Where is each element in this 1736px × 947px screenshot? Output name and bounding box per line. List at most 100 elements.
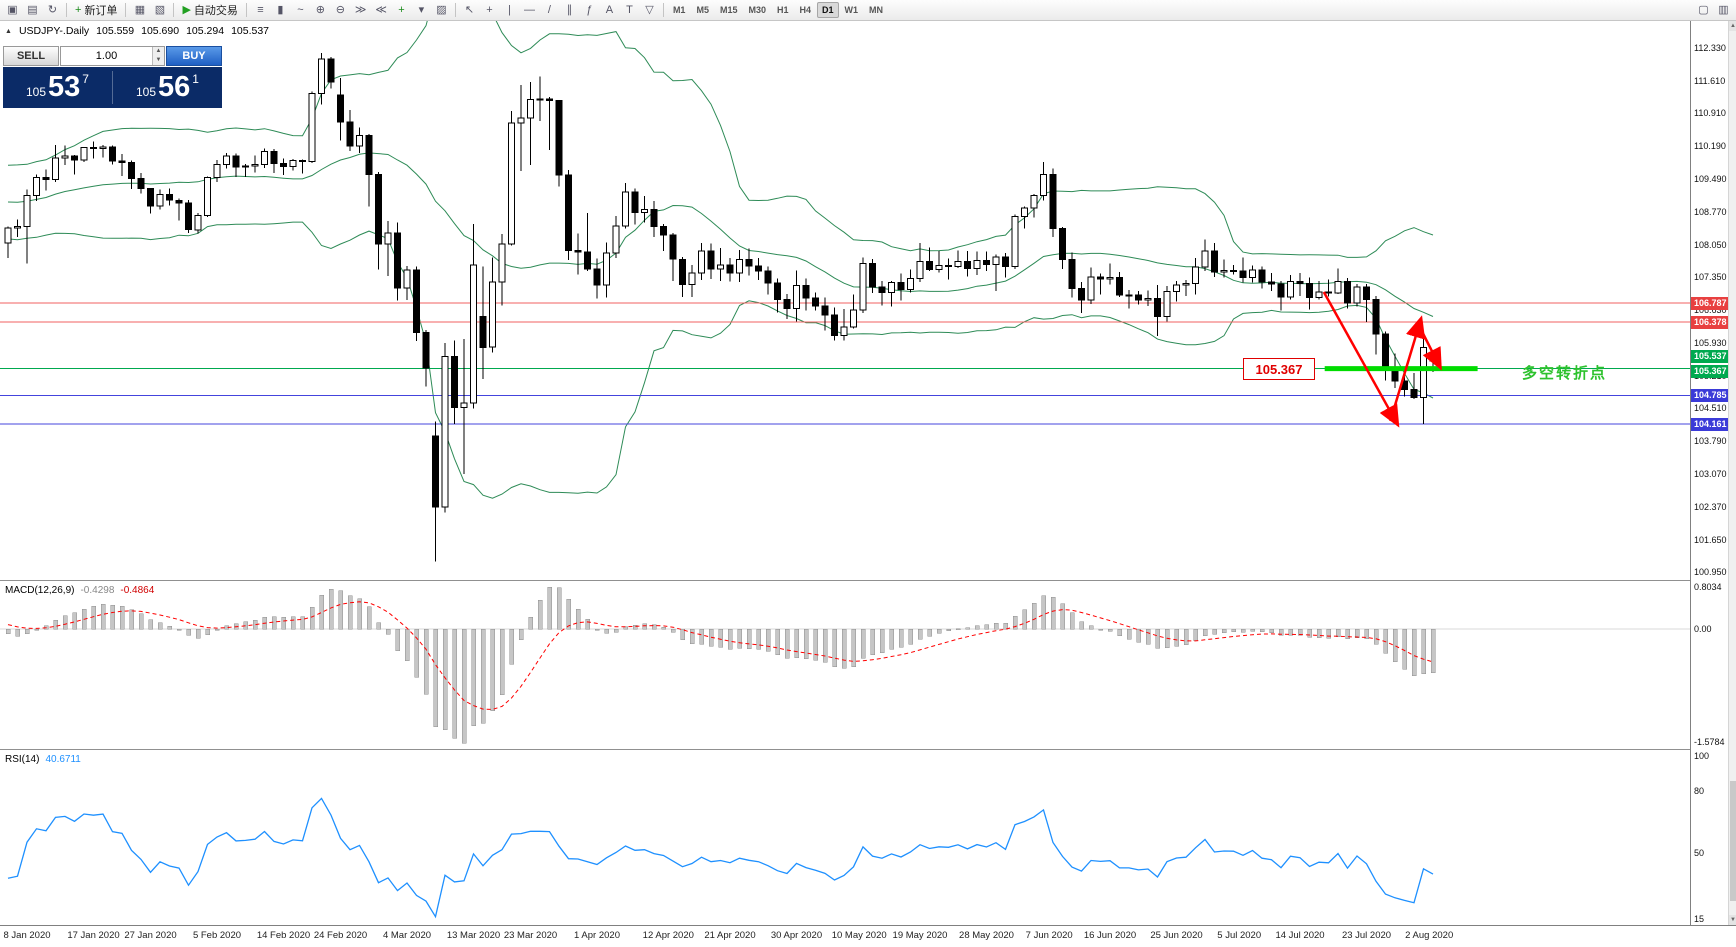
autotrading-button[interactable]: ▶ 自动交易: [178, 1, 241, 19]
candlestick-chart[interactable]: [0, 21, 1690, 580]
price-divider: [112, 71, 113, 104]
one-click-toggle-icon[interactable]: ▲: [5, 27, 12, 35]
bid-pip-digit: 7: [82, 72, 89, 86]
buy-price-button[interactable]: 105 56 1: [113, 67, 222, 108]
volume-down-icon[interactable]: ▼: [153, 56, 164, 65]
text-icon[interactable]: A: [600, 1, 619, 19]
volume-input[interactable]: 1.00 ▲ ▼: [60, 46, 165, 66]
price-tick-label: 112.330: [1694, 42, 1726, 53]
chart-window-icon[interactable]: ▦: [130, 1, 149, 19]
auto-scroll-icon-glyph-icon: ≫: [354, 3, 367, 16]
sell-button[interactable]: SELL: [3, 46, 59, 66]
rsi-scale-label: 50: [1694, 847, 1705, 858]
price-tick-label: 104.510: [1694, 403, 1727, 414]
horizontal-level-lines[interactable]: [0, 302, 1690, 425]
price-tick-label: 102.370: [1694, 501, 1727, 512]
open-value: 105.559: [96, 25, 135, 37]
price-tick-label: 100.950: [1694, 567, 1727, 578]
text-icon-glyph-icon: A: [605, 3, 614, 16]
date-tick-label: 10 May 2020: [831, 930, 887, 941]
rsi-label: RSI(14) 40.6711: [5, 754, 81, 765]
vertical-line-icon-glyph-icon: |: [508, 3, 511, 16]
macd-scale-label: -1.5784: [1694, 737, 1725, 747]
timeframe-m30[interactable]: M30: [748, 5, 766, 15]
zoom-in-icon[interactable]: ⊕: [311, 1, 330, 19]
profiles-icon[interactable]: ▤: [23, 1, 42, 19]
new-order-button-label: 新订单: [84, 5, 118, 17]
toolbar-separator: [125, 3, 127, 17]
panel-separator[interactable]: [0, 749, 1736, 750]
bollinger-lower-line: [7, 221, 1434, 499]
timeframe-w1[interactable]: W1: [844, 5, 859, 15]
trendline-icon[interactable]: /: [540, 1, 559, 19]
fullscreen-icon[interactable]: ▢: [1694, 1, 1713, 19]
auto-scroll-icon[interactable]: ≫: [351, 1, 371, 19]
trend-arrows[interactable]: [1322, 291, 1442, 428]
order-group: + 新订单: [71, 1, 121, 19]
label-icon-glyph-icon: T: [626, 3, 633, 16]
cursor-icon[interactable]: ↖: [460, 1, 479, 19]
volume-up-icon[interactable]: ▲: [153, 47, 164, 56]
timeframe-d1[interactable]: D1: [817, 2, 839, 18]
scroll-down-icon[interactable]: ▼: [1729, 915, 1736, 925]
new-chart-icon[interactable]: ▣: [3, 1, 22, 19]
bar-chart-icon[interactable]: ≡: [251, 1, 270, 19]
bollinger-upper-line: [7, 21, 1434, 258]
refresh-icon[interactable]: ↻: [43, 1, 62, 19]
panel-separator[interactable]: [0, 580, 1736, 581]
timeframe-m5[interactable]: M5: [696, 5, 709, 15]
price-level-annotation[interactable]: 105.367: [1243, 358, 1315, 380]
fullscreen-icon-glyph-icon: ▢: [1698, 3, 1709, 16]
timeframe-m15[interactable]: M15: [719, 5, 738, 15]
price-tick-label: 110.910: [1694, 108, 1726, 119]
timeframe-m1[interactable]: M1: [672, 5, 686, 15]
zoom-out-icon[interactable]: ⊖: [331, 1, 350, 19]
scrollbar-thumb[interactable]: [1730, 781, 1736, 901]
chart-shift-icon[interactable]: ≪: [371, 1, 391, 19]
candlestick-icon[interactable]: ▮: [271, 1, 290, 19]
tile-windows-icon[interactable]: ▧: [150, 1, 169, 19]
date-tick-label: 30 Apr 2020: [770, 930, 823, 941]
timeframe-h4[interactable]: H4: [799, 5, 812, 15]
rsi-indicator-panel[interactable]: [0, 750, 1690, 925]
turning-point-annotation[interactable]: 多空转折点: [1522, 365, 1608, 382]
window-list-icon[interactable]: ▥: [1714, 1, 1733, 19]
drawtools-group: ↖ + | — / ∥ ƒ A T ▽: [460, 1, 659, 19]
date-axis[interactable]: 8 Jan 2020 17 Jan 2020 27 Jan 2020 5 Feb 20…: [0, 925, 1736, 947]
rsi-scale-label: 100: [1694, 751, 1710, 761]
label-icon[interactable]: T: [620, 1, 639, 19]
periods-icon[interactable]: ▾: [412, 1, 431, 19]
bid-prefix: 105: [26, 84, 47, 99]
sell-price-button[interactable]: 105 53 7: [3, 67, 112, 108]
channel-icon[interactable]: ∥: [560, 1, 579, 19]
line-chart-icon[interactable]: ~: [291, 1, 310, 19]
horizontal-line-icon[interactable]: —: [520, 1, 539, 19]
price-tick-label: 109.490: [1694, 173, 1727, 184]
buy-button[interactable]: BUY: [166, 46, 222, 66]
macd-indicator-panel[interactable]: [0, 581, 1690, 749]
crosshair-icon[interactable]: +: [480, 1, 499, 19]
macd-value: -0.4298: [80, 585, 115, 596]
date-tick-label: 4 Mar 2020: [382, 930, 432, 941]
date-tick-label: 28 May 2020: [959, 930, 1014, 941]
fibonacci-icon[interactable]: ƒ: [580, 1, 599, 19]
channel-icon-glyph-icon: ∥: [566, 3, 573, 16]
volume-stepper[interactable]: ▲ ▼: [152, 47, 164, 65]
shapes-icon[interactable]: ▽: [640, 1, 659, 19]
date-tick-label: 27 Jan 2020: [124, 930, 177, 941]
indicators-icon[interactable]: +: [392, 1, 411, 19]
timeframe-mn[interactable]: MN: [869, 5, 884, 15]
templates-icon[interactable]: ▨: [432, 1, 451, 19]
scroll-up-icon[interactable]: ▲: [1729, 21, 1736, 31]
price-axis[interactable]: 112.330 111.610 110.910 110.190 109.490 108.7…: [1690, 21, 1729, 925]
macd-histogram: [5, 586, 1436, 744]
zoom-in-icon-glyph-icon: ⊕: [315, 3, 326, 16]
window-list-icon-glyph-icon: ▥: [1718, 3, 1729, 16]
volume-value[interactable]: 1.00: [95, 50, 118, 62]
new-order-button[interactable]: + 新订单: [71, 1, 121, 19]
timeframe-h1[interactable]: H1: [777, 5, 789, 15]
vertical-line-icon[interactable]: |: [500, 1, 519, 19]
vertical-scrollbar[interactable]: ▲ ▼: [1728, 21, 1736, 925]
high-value: 105.690: [141, 25, 180, 37]
price-level-box: 104.785: [1691, 388, 1729, 402]
